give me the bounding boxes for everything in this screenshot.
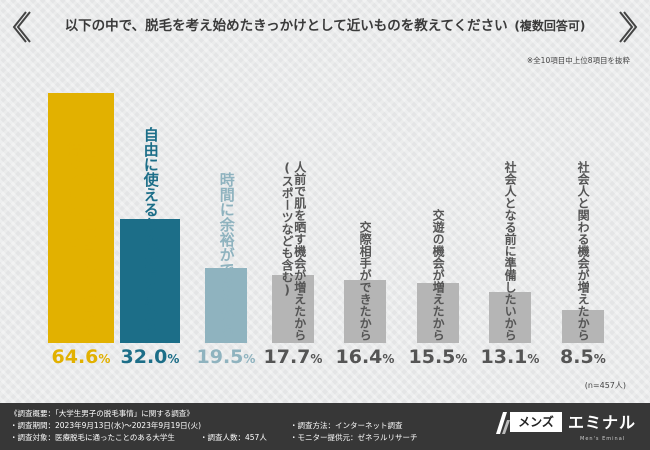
bar-2 [120, 219, 180, 343]
title-text: 以下の中で、脱毛を考え始めたきっかけとして近いものを教えてください [64, 18, 508, 34]
category-label-line: (スポーツなども含む) [280, 161, 295, 297]
value-label-part: 64. [51, 346, 86, 368]
category-label-line: 持っていたから [64, 142, 83, 247]
value-label-part: % [593, 352, 606, 366]
value-label-part: 5 [442, 346, 456, 368]
brand-logo: メンズ エミナル Men's Eminal [494, 404, 644, 448]
survey-provider: ・モニター提供元：ゼネラルリサーチ [290, 433, 418, 442]
category-label-5: 交際相手ができたから [358, 221, 373, 341]
category-label-7: 社会人となる前に準備したいから [503, 161, 518, 341]
value-label-1: 64.6% [52, 346, 111, 368]
logo-emblem-icon [496, 412, 510, 434]
value-label-part: % [310, 352, 323, 366]
category-label-line: 交際相手ができたから [358, 221, 373, 341]
category-label-4: 人前で肌を晒す機会が増えたから (スポーツなども含む) [280, 161, 307, 341]
value-label-part: % [527, 352, 540, 366]
value-label-4: 17.7% [264, 346, 323, 368]
value-label-part: 8. [560, 346, 581, 368]
value-label-part: 17. [263, 346, 298, 368]
value-label-part: 13. [480, 346, 515, 368]
category-label-line: 時間に余裕ができたから [217, 172, 236, 337]
survey-target: ・調査対象：医療脱毛に通ったことのある大学生 [10, 433, 175, 442]
value-label-8: 8.5% [560, 346, 606, 368]
category-label-6: 交遊の機会が増えたから [431, 209, 446, 341]
value-label-part: 4 [369, 346, 383, 368]
value-label-part: % [455, 352, 468, 366]
category-label-line: 人前で肌を晒す機会が増えたから [292, 161, 307, 341]
value-label-part: 16. [335, 346, 370, 368]
category-label-1: 毛に対してコンプレックスを 持っていたから [64, 142, 99, 337]
category-label-line: 社会人となる前に準備したいから [503, 161, 518, 341]
bar-4 [272, 275, 314, 343]
right-bracket-icon [619, 11, 638, 43]
value-label-part: % [167, 352, 180, 366]
bar-3 [205, 268, 247, 343]
category-label-8: 社会人と関わる機会が増えたから [576, 161, 591, 341]
category-label-line: 自由に使えるお金が増えたから [141, 127, 160, 337]
value-label-part: 0 [154, 346, 168, 368]
value-label-part: 15. [408, 346, 443, 368]
value-label-part: % [98, 352, 111, 366]
sample-size-note: (n=457人) [584, 381, 626, 390]
bar-6 [417, 283, 459, 343]
survey-count: ・調査人数：457人 [200, 433, 267, 442]
category-label-line: 毛に対してコンプレックスを [80, 142, 99, 337]
value-label-6: 15.5% [409, 346, 468, 368]
selection-note: ※全10項目中上位8項目を抜粋 [526, 56, 630, 65]
bar-5 [344, 280, 386, 343]
value-label-part: 6 [85, 346, 99, 368]
survey-method: ・調査方法：インターネット調査 [290, 421, 403, 430]
survey-overview: 《調査概要：「大学生男子の脱毛事情」に関する調査》 [10, 409, 194, 418]
logo-mens: メンズ [510, 412, 562, 432]
value-label-part: 5 [580, 346, 594, 368]
value-label-part: 32. [120, 346, 155, 368]
title-suffix: (複数回答可) [514, 19, 586, 33]
category-label-3: 時間に余裕ができたから [217, 172, 236, 337]
value-label-part: 7 [297, 346, 311, 368]
bar-chart: 毛に対してコンプレックスを 持っていたから 64.6% 自由に使えるお金が増えたから 3… [0, 70, 650, 370]
value-label-part: 19. [196, 346, 231, 368]
bar-1 [48, 93, 114, 343]
value-label-7: 13.1% [481, 346, 540, 368]
category-label-line: 社会人と関わる機会が増えたから [576, 161, 591, 341]
category-label-line: 交遊の機会が増えたから [431, 209, 446, 341]
value-label-part: % [243, 352, 256, 366]
category-label-2: 自由に使えるお金が増えたから [141, 127, 160, 337]
value-label-5: 16.4% [336, 346, 395, 368]
page-title: 以下の中で、脱毛を考え始めたきっかけとして近いものを教えてください (複数回答可… [36, 14, 614, 34]
title-bar: 以下の中で、脱毛を考え始めたきっかけとして近いものを教えてください (複数回答可… [0, 0, 650, 54]
left-bracket-icon [12, 11, 31, 43]
survey-period: ・調査期間：2023年9月13日(水)～2023年9月19日(火) [10, 421, 202, 430]
logo-eminal: エミナル [568, 413, 637, 432]
value-label-part: 1 [514, 346, 528, 368]
bar-8 [562, 310, 604, 343]
value-label-part: % [382, 352, 395, 366]
value-label-part: 5 [230, 346, 244, 368]
bar-7 [489, 292, 531, 343]
value-label-2: 32.0% [121, 346, 180, 368]
logo-tag: Men's Eminal [580, 436, 626, 442]
value-label-3: 19.5% [197, 346, 256, 368]
